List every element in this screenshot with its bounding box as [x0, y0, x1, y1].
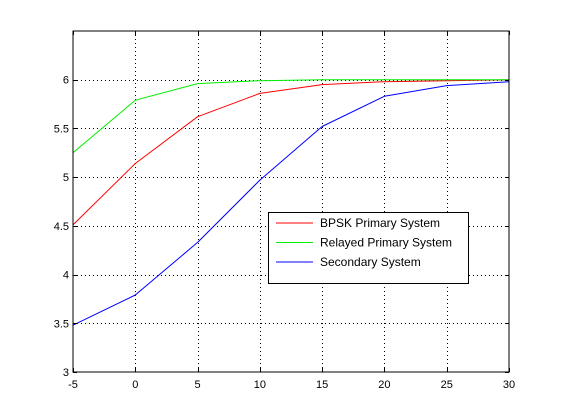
y-tick-label: 6 — [63, 75, 69, 87]
x-tick-label: 30 — [503, 379, 515, 391]
plot-area — [73, 31, 509, 372]
grid-layer — [73, 31, 509, 372]
x-tick-label: 10 — [254, 379, 266, 391]
x-tick-label: 20 — [378, 379, 390, 391]
legend: BPSK Primary System Relayed Primary Syste… — [268, 212, 469, 284]
x-tick-label: 5 — [195, 379, 201, 391]
y-tick-label: 4 — [63, 270, 69, 282]
series-line-1 — [72, 79, 510, 226]
series-line-2 — [72, 79, 509, 154]
legend-label-3: Secondary System — [320, 255, 421, 269]
legend-box — [268, 212, 469, 284]
y-tick-label: 4.5 — [54, 221, 69, 233]
x-tick-label: -5 — [68, 379, 78, 391]
series-line-3 — [72, 81, 510, 326]
series-layer — [72, 79, 510, 326]
x-tick-label: 25 — [441, 379, 453, 391]
y-tick-label: 3.5 — [54, 318, 69, 330]
legend-label-2: Relayed Primary System — [320, 236, 452, 250]
y-tick-label: 3 — [63, 367, 69, 379]
y-tick-label: 5 — [63, 172, 69, 184]
y-tick-label: 5.5 — [54, 123, 69, 135]
x-tick-label: 0 — [132, 379, 138, 391]
legend-label-1: BPSK Primary System — [320, 216, 440, 230]
tick-layer: -5 0 5 10 15 20 25 30 3 3.5 4 4.5 5 5.5 6 — [54, 31, 515, 391]
plot-frame — [72, 30, 510, 373]
x-tick-label: 15 — [316, 379, 328, 391]
